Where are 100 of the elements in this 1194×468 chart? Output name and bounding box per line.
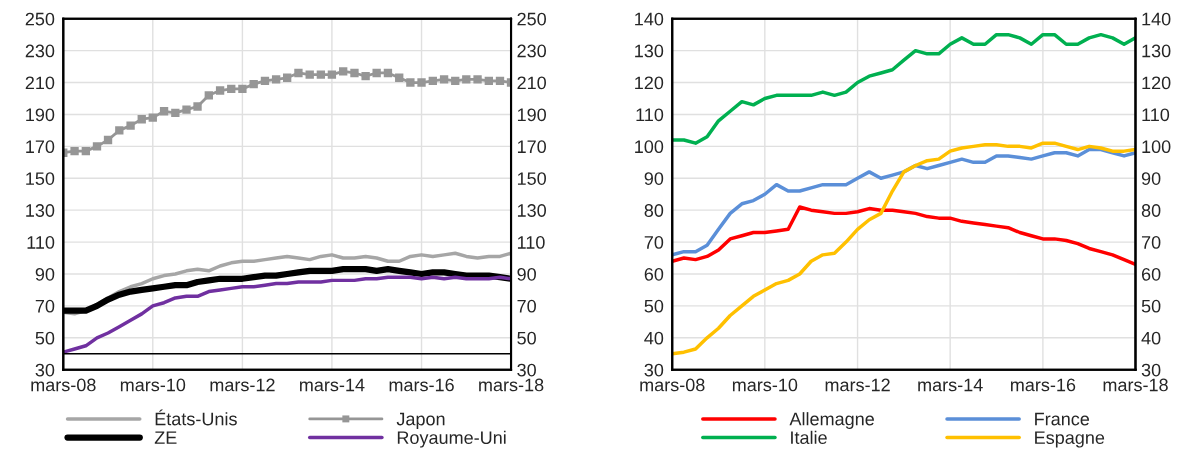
x-tick-label: mars-08: [640, 378, 705, 392]
point: [70, 146, 79, 156]
point: [339, 67, 348, 76]
x-tick-label: mars-08: [31, 378, 96, 392]
point: [182, 105, 191, 114]
point: [417, 78, 426, 87]
x-tick-label: mars-18: [479, 378, 544, 392]
y-tick-label: 110: [636, 108, 664, 122]
y2-tick-label: 110: [1142, 108, 1170, 122]
y2-tick-label: 210: [517, 76, 547, 90]
y2-tick-label: 150: [517, 172, 547, 185]
y2-tick-label: 60: [1141, 267, 1161, 281]
point: [249, 79, 258, 89]
y-tick-label: 60: [644, 267, 664, 281]
y-tick-label: 30: [35, 363, 55, 377]
y-tick-label: 90: [644, 172, 664, 185]
x-tick-label: mars-14: [300, 378, 365, 392]
point: [462, 75, 471, 84]
y-tick-label: 110: [27, 236, 55, 249]
y2-tick-label: 70: [1141, 236, 1161, 249]
point: [92, 142, 102, 151]
point: [305, 70, 314, 79]
point: [327, 70, 337, 79]
y2-tick-label: 110: [517, 236, 545, 249]
y-tick-label: 130: [26, 204, 55, 217]
y2-tick-label: 130: [1142, 44, 1171, 58]
point: [428, 76, 437, 86]
y2-tick-label: 120: [1142, 76, 1171, 90]
legend-label: Royaume-Uni: [397, 430, 506, 448]
x-tick-label: mars-12: [210, 378, 275, 392]
y2-tick-label: 80: [1141, 204, 1161, 217]
y-tick-label: 50: [35, 331, 55, 345]
line-series: [63, 275, 512, 354]
y-tick-label: 50: [644, 299, 664, 313]
point: [473, 75, 482, 84]
legend-label: États-Unis: [155, 409, 237, 426]
point: [395, 73, 404, 82]
x-tick-label: mars-18: [1103, 378, 1168, 392]
point: [193, 102, 202, 111]
y2-tick-label: 30: [1141, 363, 1161, 377]
point: [294, 68, 303, 78]
x-tick-label: mars-12: [825, 378, 890, 392]
y2-tick-label: 190: [517, 108, 547, 122]
y2-tick-label: 50: [517, 331, 536, 345]
point: [451, 76, 460, 86]
point: [126, 121, 135, 130]
point: [361, 71, 370, 81]
x-tick-label: mars-16: [1010, 378, 1076, 392]
y-tick-label: 40: [644, 331, 664, 345]
y-tick-label: 130: [635, 44, 664, 58]
x-tick-label: mars-14: [918, 378, 983, 392]
y2-tick-label: 50: [1141, 299, 1161, 313]
legend-label: ZE: [154, 431, 177, 444]
y-tick-label: 190: [26, 108, 55, 122]
y2-tick-label: 170: [517, 140, 547, 154]
y-tick-label: 80: [644, 204, 664, 217]
point: [81, 146, 91, 156]
point: [115, 126, 124, 135]
y-tick-label: 230: [25, 44, 55, 58]
y-tick-label: 150: [26, 172, 55, 185]
legend-label: Espagne: [1035, 431, 1105, 448]
y2-tick-label: 90: [1141, 172, 1161, 185]
point: [282, 73, 292, 82]
point: [484, 76, 494, 86]
point: [148, 113, 157, 122]
point: [372, 68, 381, 78]
y2-tick-label: 30: [517, 363, 536, 377]
x-tick-label: mars-10: [732, 378, 798, 392]
line-series: [672, 141, 1136, 356]
point: [227, 84, 236, 94]
point: [316, 70, 326, 79]
line-series: [672, 147, 1136, 257]
point: [383, 68, 393, 78]
point: [215, 86, 225, 95]
point: [137, 115, 146, 124]
x-tick-label: mars-10: [120, 378, 186, 392]
y-tick-label: 90: [35, 267, 55, 281]
x-tick-label: mars-16: [389, 378, 454, 392]
legend-label: Japon: [396, 412, 445, 429]
y2-tick-label: 130: [517, 204, 547, 217]
y2-tick-label: 250: [517, 12, 547, 26]
legend-label: Italie: [791, 430, 827, 445]
legend-label: Allemagne: [789, 412, 874, 429]
y-tick-label: 30: [644, 363, 664, 377]
point: [103, 135, 113, 145]
point: [159, 107, 169, 116]
point: [350, 68, 359, 78]
line-series: [672, 205, 1136, 267]
y-tick-label: 70: [644, 236, 664, 249]
y2-tick-label: 40: [1141, 331, 1161, 345]
y-tick-label: 210: [25, 76, 55, 90]
y-tick-label: 140: [635, 12, 664, 26]
y2-tick-label: 140: [1142, 12, 1171, 26]
point: [238, 84, 247, 94]
y-tick-label: 100: [635, 140, 664, 154]
y2-tick-label: 230: [517, 44, 547, 58]
y-tick-label: 250: [25, 12, 55, 26]
point: [204, 91, 213, 100]
point: [495, 76, 505, 86]
y2-tick-label: 100: [1142, 140, 1171, 154]
